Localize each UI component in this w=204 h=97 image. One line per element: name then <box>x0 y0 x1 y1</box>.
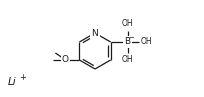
Text: B: B <box>124 38 131 46</box>
Text: O: O <box>62 55 69 65</box>
Text: Li: Li <box>8 77 17 87</box>
Text: OH: OH <box>141 38 152 46</box>
Text: −: − <box>129 35 134 41</box>
Text: +: + <box>19 74 26 83</box>
Text: OH: OH <box>122 55 133 65</box>
Text: N: N <box>92 29 98 38</box>
Text: OH: OH <box>122 19 133 29</box>
